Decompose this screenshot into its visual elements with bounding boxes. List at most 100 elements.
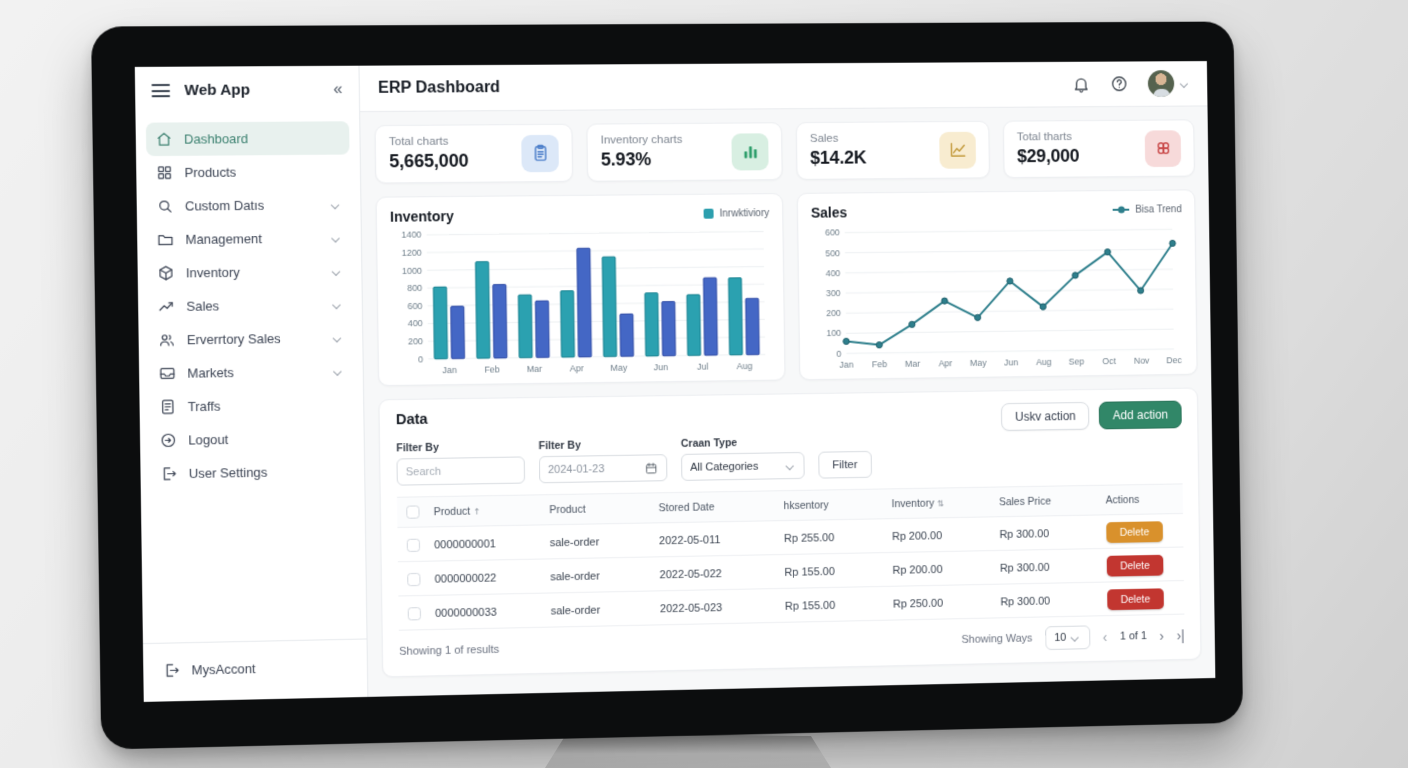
sidebar-item-user-settings[interactable]: User Settings [151, 454, 355, 491]
column-header-stored-date[interactable]: Stored Date [658, 500, 715, 514]
sidebar-collapse-icon[interactable]: « [333, 80, 343, 98]
cell-sales-price: Rp 300.00 [999, 527, 1050, 541]
delete-button[interactable]: Delete [1106, 521, 1163, 544]
svg-text:100: 100 [826, 328, 841, 338]
exit-icon [160, 465, 178, 483]
cell-hksentory: Rp 155.00 [784, 599, 836, 613]
charts-row: Inventory Inrwktiviory 0 200 400 600 800 1000… [375, 189, 1198, 387]
category-filter-label: Craan Type [680, 437, 738, 450]
power-icon [159, 432, 177, 449]
column-header-hksentory[interactable]: hksentory [783, 498, 829, 512]
cell-product-id: 0000000001 [434, 537, 496, 551]
prev-page-button[interactable]: ‹ [1102, 628, 1108, 645]
svg-text:Feb: Feb [872, 359, 887, 369]
inventory-chart-title: Inventory [389, 208, 454, 225]
column-header-actions[interactable]: Actions [1105, 493, 1140, 506]
cell-product-id: 0000000033 [434, 606, 497, 620]
sidebar-item-management[interactable]: Management [147, 221, 351, 256]
legend-line-marker [1112, 208, 1130, 211]
cell-inventory: Rp 250.00 [892, 597, 944, 611]
next-page-button[interactable]: › [1159, 627, 1165, 644]
sidebar-item-markets[interactable]: Markets [149, 354, 353, 390]
cell-hksentory: Rp 155.00 [784, 565, 835, 579]
chevron-down-icon[interactable] [1179, 79, 1188, 88]
chevron-down-icon [330, 200, 340, 209]
sidebar-item-traffs[interactable]: Traffs [150, 388, 354, 424]
cell-sales-price: Rp 300.00 [1000, 595, 1051, 608]
dashboard-screen: Web App « Dashboard Products Custom Datı… [134, 61, 1216, 702]
delete-button[interactable]: Delete [1107, 588, 1164, 611]
chevron-down-icon [333, 366, 342, 376]
row-checkbox[interactable] [407, 607, 421, 621]
calendar-icon [644, 461, 658, 475]
main-area: ERP Dashboard Total charts 5,665,000 Inv… [359, 61, 1216, 697]
sales-line-chart: 0 100 200 300 400 500 600 Jan Feb Mar Apr May Jun Aug… [811, 219, 1184, 372]
stat-value: 5,665,000 [389, 150, 469, 172]
file-icon [159, 398, 177, 415]
column-header-inventory[interactable]: Inventory ⇅ [891, 497, 945, 510]
cell-product: sale-order [550, 569, 600, 583]
chevron-down-icon [331, 266, 341, 276]
header-checkbox-cell [397, 497, 428, 527]
last-page-button[interactable]: ›| [1176, 627, 1185, 644]
sidebar-item-erverrtory-sales[interactable]: Erverrtory Sales [149, 321, 353, 357]
data-table: Product ↑ Product Stored Date hksentory Inven… [396, 483, 1185, 631]
svg-text:Mar: Mar [905, 358, 920, 368]
logout-icon [163, 662, 181, 680]
bar-chart-icon [731, 132, 769, 171]
sidebar-item-mysaccont[interactable]: MysAccont [153, 650, 357, 688]
row-checkbox[interactable] [406, 572, 421, 587]
trend-icon [158, 298, 176, 315]
column-header-product[interactable]: Product [549, 503, 586, 516]
sidebar-item-products[interactable]: Products [146, 155, 350, 190]
svg-text:600: 600 [407, 301, 422, 311]
line-chart-icon [939, 131, 977, 169]
page-size-select[interactable]: 10 [1044, 625, 1091, 651]
svg-text:200: 200 [408, 336, 423, 346]
hamburger-menu-icon[interactable] [151, 83, 171, 98]
chevron-down-icon [331, 233, 340, 243]
sidebar-item-inventory[interactable]: Inventory [148, 254, 352, 290]
uskv-action-button[interactable]: Uskv action [1001, 401, 1090, 431]
stat-label: Total tharts [1016, 131, 1072, 144]
chevron-down-icon [332, 300, 341, 309]
box-icon [157, 264, 175, 281]
filter-button[interactable]: Filter [818, 450, 872, 479]
inventory-chart-legend: Inrwktiviory [703, 208, 769, 220]
svg-text:Jul: Jul [697, 361, 709, 371]
stats-row: Total charts 5,665,000 Inventory charts … [374, 119, 1195, 184]
folder-icon [157, 231, 175, 248]
stat-value: $29,000 [1016, 145, 1080, 167]
delete-button[interactable]: Delete [1106, 554, 1164, 577]
cell-sales-price: Rp 300.00 [999, 561, 1050, 575]
stat-value: 5.93% [600, 149, 652, 170]
notifications-bell-icon[interactable] [1072, 75, 1091, 94]
user-avatar[interactable] [1147, 70, 1175, 97]
sidebar-footer: MysAccont [142, 638, 368, 702]
svg-text:300: 300 [826, 288, 841, 298]
chevron-down-icon [1070, 633, 1080, 642]
sidebar-item-logout[interactable]: Logout [150, 421, 354, 458]
sales-chart-title: Sales [810, 204, 848, 221]
help-icon[interactable] [1110, 74, 1129, 93]
search-filter-label: Filter By [396, 441, 439, 455]
sidebar-item-sales[interactable]: Sales [148, 288, 352, 324]
search-input[interactable] [405, 464, 516, 478]
stat-card-sales: Sales $14.2K [795, 120, 990, 180]
page-indicator: 1 of 1 [1119, 630, 1147, 643]
select-all-checkbox[interactable] [405, 505, 420, 519]
column-header-product[interactable]: Product ↑ [433, 505, 481, 518]
svg-text:1200: 1200 [402, 248, 422, 258]
column-header-sales-price[interactable]: Sales Price [998, 495, 1052, 508]
add-action-button[interactable]: Add action [1098, 400, 1182, 430]
sidebar-item-custom-dat-s[interactable]: Custom Datıs [147, 188, 351, 223]
sidebar-item-dashboard[interactable]: Dashboard [145, 121, 350, 157]
stat-card-total-charts: Total charts 5,665,000 [374, 123, 574, 184]
row-checkbox[interactable] [406, 538, 420, 553]
category-select[interactable]: All Categories [681, 451, 805, 481]
svg-text:1000: 1000 [402, 265, 422, 275]
page-size-label: Showing Ways [961, 632, 1033, 646]
date-picker[interactable]: 2024-01-23 [538, 454, 668, 484]
page-title: ERP Dashboard [377, 78, 501, 97]
dashboard-content: Total charts 5,665,000 Inventory charts … [360, 106, 1215, 696]
